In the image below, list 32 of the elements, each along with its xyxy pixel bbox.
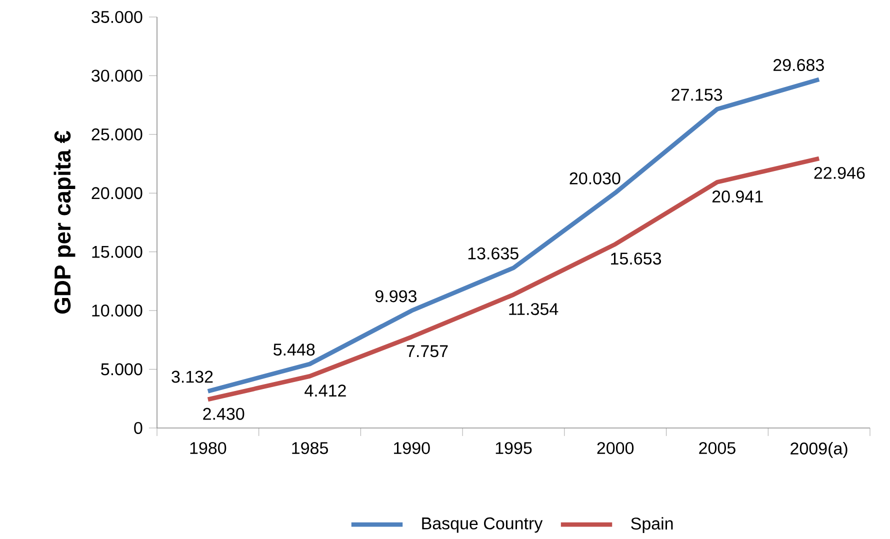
y-axis-title: GDP per capita € <box>54 130 76 314</box>
data-label: 29.683 <box>774 59 824 72</box>
y-tick-label: 0 <box>134 422 142 434</box>
x-tick-label: 1985 <box>292 442 328 454</box>
x-tick-label: 2005 <box>699 442 736 454</box>
data-label: 5.448 <box>274 344 315 356</box>
y-tick-label: 30.000 <box>92 70 142 82</box>
data-label: 4.412 <box>304 384 346 396</box>
data-label: 7.757 <box>406 345 448 358</box>
data-label: 11.354 <box>509 303 558 316</box>
data-label: 20.941 <box>712 190 763 203</box>
data-label: 2.430 <box>203 408 244 420</box>
x-tick-label: 2000 <box>597 442 634 454</box>
y-tick-label: 15.000 <box>92 246 142 258</box>
data-label: 9.993 <box>375 290 416 302</box>
data-label: 3.132 <box>172 370 213 383</box>
data-label: 15.653 <box>611 252 662 265</box>
data-label: 20.030 <box>570 172 620 184</box>
x-tick-label: 1995 <box>496 442 532 454</box>
y-tick-label: 10.000 <box>92 304 142 317</box>
y-tick-label: 5.000 <box>101 363 142 376</box>
y-tick-label: 35.000 <box>92 10 142 23</box>
x-tick-label: 1990 <box>394 442 430 454</box>
data-label: 27.153 <box>672 88 722 101</box>
x-tick-label: 1980 <box>190 442 226 454</box>
y-tick-label: 25.000 <box>92 128 142 140</box>
data-label: 22.946 <box>814 166 865 179</box>
legend-label: Spain <box>631 517 673 533</box>
legend-label: Basque Country <box>422 517 543 533</box>
y-tick-label: 20.000 <box>92 187 142 200</box>
x-tick-label: 2009(a) <box>790 442 848 458</box>
data-label: 13.635 <box>468 247 518 260</box>
